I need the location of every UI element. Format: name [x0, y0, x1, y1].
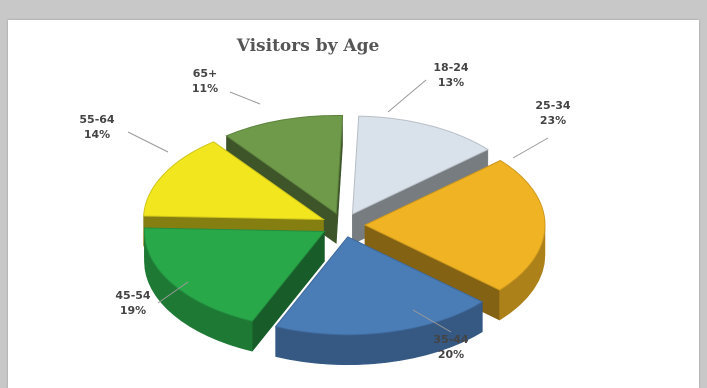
- slice-top: [274, 236, 484, 336]
- slice-category-label: 25-34: [535, 99, 571, 112]
- slice-label-35-44: 35-44 20%: [426, 332, 476, 362]
- slice-percent-label: 19%: [119, 304, 147, 317]
- chart-title: Visitors by Age: [236, 36, 380, 56]
- leader-line: [229, 91, 261, 105]
- slice-label-55-64: 55-64 14%: [72, 112, 122, 142]
- slice-top: [363, 159, 546, 291]
- slice-category-label: 18-24: [433, 61, 469, 74]
- slice-label-18-24: 18-24 13%: [426, 60, 476, 90]
- leader-line: [512, 137, 549, 159]
- slice-category-label: 35-44: [433, 333, 469, 346]
- leader-line: [412, 309, 452, 333]
- slice-percent-label: 23%: [539, 114, 567, 127]
- slice-category-label: 55-64: [79, 113, 115, 126]
- leader-line: [157, 281, 189, 304]
- leader-line: [127, 131, 169, 153]
- slice-top: [143, 227, 326, 322]
- slice-category-label: 45-54: [115, 289, 151, 302]
- slice-label-45-54: 45-54 19%: [108, 288, 158, 318]
- slice-top: [225, 115, 344, 215]
- pie-slice-35-44: [274, 236, 484, 366]
- slice-label-25-34: 25-34 23%: [528, 98, 578, 128]
- slice-percent-label: 20%: [437, 348, 465, 361]
- chart-frame: Visitors by Age 18-24 13% 25-34 23% 35-44 20%…: [8, 20, 699, 388]
- slice-percent-label: 11%: [191, 82, 219, 95]
- slice-label-65+: 65+ 11%: [180, 66, 230, 96]
- slice-percent-label: 13%: [437, 76, 465, 89]
- slice-category-label: 65+: [192, 67, 218, 80]
- slice-top: [351, 115, 489, 215]
- slice-percent-label: 14%: [83, 128, 111, 141]
- pie-slice-45-54: [143, 227, 326, 352]
- leader-line: [387, 79, 427, 113]
- pie-chart: [127, 79, 549, 366]
- slice-top: [143, 141, 326, 220]
